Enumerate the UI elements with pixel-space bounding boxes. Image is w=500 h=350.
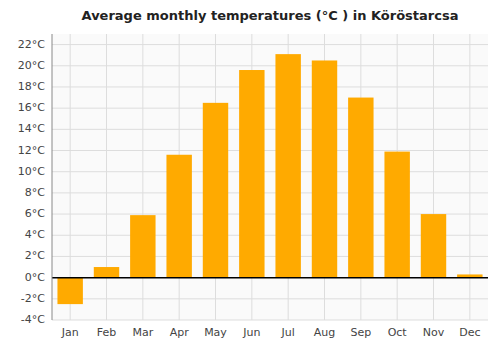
- zero-line: [52, 277, 488, 279]
- y-tick-label: -4°C: [21, 313, 45, 326]
- y-grid-line: [52, 108, 488, 109]
- grid: [52, 34, 488, 320]
- bar: [166, 155, 191, 278]
- x-tick-label: Dec: [459, 326, 480, 339]
- x-tick-label: Jun: [242, 326, 260, 339]
- bars: [57, 54, 482, 304]
- y-tick-label: 12°C: [18, 144, 45, 157]
- x-tick-label: Aug: [314, 326, 335, 339]
- bar: [348, 98, 373, 278]
- x-tick-label: Jan: [61, 326, 79, 339]
- bar: [203, 103, 228, 278]
- bar: [130, 215, 155, 277]
- y-tick-label: -2°C: [21, 292, 45, 305]
- y-tick-label: 4°C: [25, 228, 45, 241]
- bar: [275, 54, 300, 278]
- y-grid-line: [52, 320, 488, 321]
- y-grid-line: [52, 65, 488, 66]
- y-grid-line: [52, 277, 488, 278]
- bar: [421, 214, 446, 278]
- y-grid-line: [52, 192, 488, 193]
- x-tick-label: Mar: [132, 326, 153, 339]
- y-grid-line: [52, 171, 488, 172]
- y-tick-label: 16°C: [18, 101, 45, 114]
- plot-background: [52, 34, 488, 320]
- bar: [384, 152, 409, 278]
- y-tick-label: 22°C: [18, 38, 45, 51]
- y-tick-label: 0°C: [25, 271, 45, 284]
- y-grid-line: [52, 150, 488, 151]
- x-tick-label: Jul: [281, 326, 295, 339]
- title: Average monthly temperatures (°C ) in Kö…: [82, 8, 459, 23]
- x-tick-label: Feb: [97, 326, 116, 339]
- y-tick-label: 2°C: [25, 249, 45, 262]
- bar: [239, 70, 264, 278]
- y-grid-line: [52, 129, 488, 130]
- y-tick-label: 14°C: [18, 122, 45, 135]
- y-grid-line: [52, 86, 488, 87]
- y-tick-label: 10°C: [18, 165, 45, 178]
- y-tick-label: 20°C: [18, 59, 45, 72]
- y-tick-label: 8°C: [25, 186, 45, 199]
- bar: [57, 278, 82, 304]
- x-tick-label: Apr: [170, 326, 190, 339]
- y-tick-label: 6°C: [25, 207, 45, 220]
- bar: [94, 267, 119, 278]
- chart: -4°C -2°C 0°C 2°C 4°C 6°C 8°C 10°C 12°C 14°C 16°C 1…: [0, 0, 500, 350]
- y-tick-label: 18°C: [18, 80, 45, 93]
- x-tick-label: Nov: [423, 326, 445, 339]
- y-grid-line: [52, 298, 488, 299]
- x-tick-label: Oct: [388, 326, 408, 339]
- x-tick-label: May: [204, 326, 227, 339]
- y-grid-line: [52, 44, 488, 45]
- y-axis-line: [52, 34, 53, 320]
- x-tick-label: Sep: [350, 326, 371, 339]
- bar: [312, 60, 337, 277]
